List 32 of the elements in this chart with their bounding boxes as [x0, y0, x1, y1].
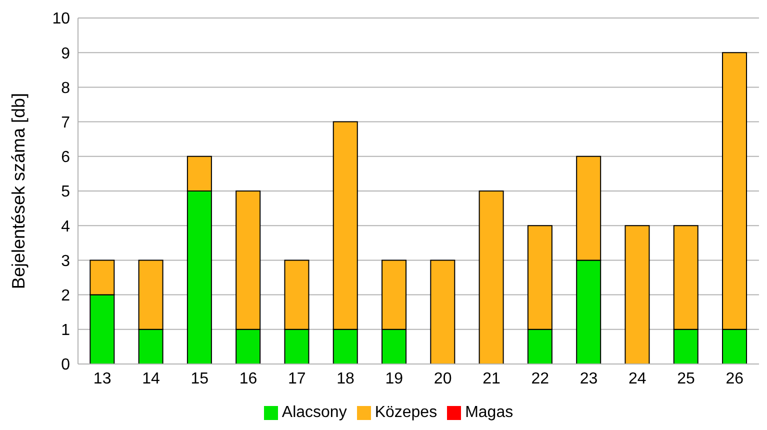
x-tick-label: 20	[434, 370, 452, 388]
x-tick-label: 22	[531, 370, 550, 388]
x-tick-label: 19	[385, 370, 404, 388]
legend-label: Közepes	[374, 404, 438, 421]
bar	[624, 225, 650, 364]
x-tick-label: 24	[628, 370, 646, 388]
x-tick-label: 17	[288, 370, 306, 388]
y-tick-label: 3	[61, 252, 70, 270]
y-tick-label: 8	[61, 80, 70, 97]
x-tick-label: 23	[580, 370, 598, 388]
y-tick-label: 6	[61, 149, 70, 166]
y-tick-label: 7	[61, 114, 70, 132]
y-tick-label: 0	[61, 356, 70, 374]
y-axis-title: Bejelentések száma [db]	[8, 92, 28, 290]
y-tick-label: 9	[61, 45, 70, 62]
legend-label: Alacsony	[282, 404, 347, 421]
y-tick-label: 4	[61, 218, 70, 236]
x-tick-label: 14	[142, 370, 160, 388]
x-tick-label: 26	[726, 370, 744, 388]
x-tick-label: 15	[190, 370, 209, 388]
y-tick-label: 1	[61, 322, 70, 340]
x-tick-label: 18	[336, 370, 355, 388]
x-tick-label: 21	[482, 370, 500, 388]
bar	[478, 190, 504, 364]
y-tick-label: 2	[61, 287, 70, 304]
y-tick-label: 5	[61, 184, 70, 201]
legend-label: Magas	[465, 404, 514, 421]
x-tick-label: 25	[677, 370, 696, 388]
y-tick-label: 10	[52, 10, 70, 28]
bar	[430, 260, 456, 364]
x-tick-label: 16	[239, 370, 258, 388]
x-tick-label: 13	[93, 370, 112, 388]
